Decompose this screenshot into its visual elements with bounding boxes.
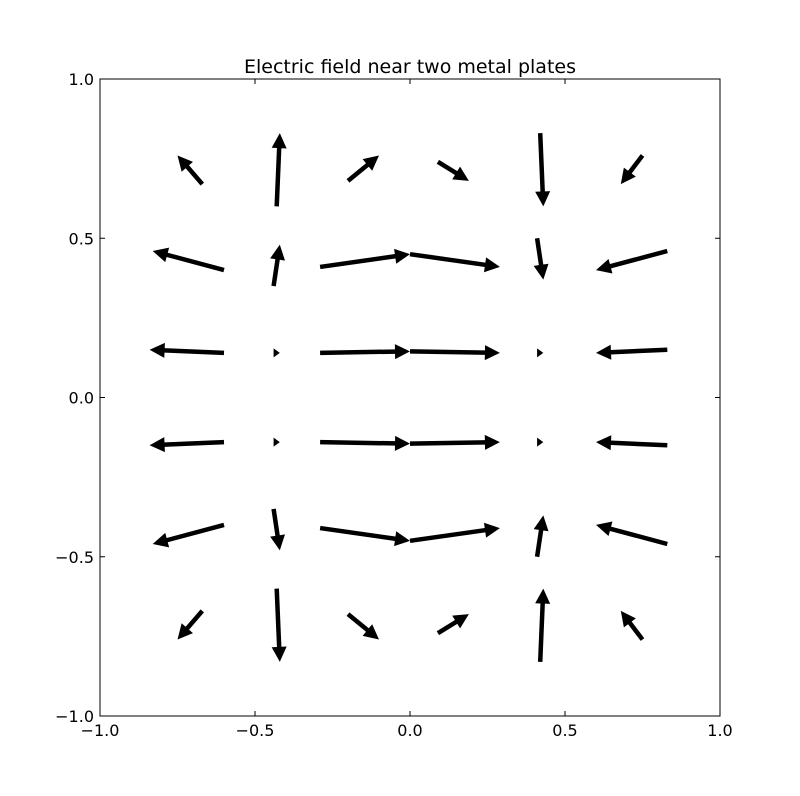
field-arrow <box>596 435 668 451</box>
x-tick-label: −1.0 <box>81 721 120 740</box>
field-arrow <box>537 437 544 447</box>
field-arrow <box>152 522 225 548</box>
x-tick-label: −0.5 <box>236 721 275 740</box>
y-tick-label: −1.0 <box>55 707 94 726</box>
y-tick-label: 1.0 <box>69 70 94 89</box>
field-arrow <box>271 133 287 207</box>
field-arrow <box>620 154 645 185</box>
field-arrow <box>152 247 225 273</box>
field-arrow <box>436 614 469 636</box>
field-arrow <box>320 344 410 360</box>
y-tick-label: 0.5 <box>69 229 94 248</box>
field-arrow <box>596 248 668 274</box>
field-arrow <box>537 348 544 358</box>
field-arrow <box>533 237 549 280</box>
field-arrow <box>596 521 668 547</box>
field-arrow <box>149 342 225 358</box>
field-arrow <box>149 437 225 453</box>
field-arrow <box>320 435 410 451</box>
field-arrow <box>271 588 287 662</box>
field-arrow <box>596 344 668 360</box>
field-arrow <box>409 345 500 361</box>
ticks-layer: −1.0 −0.5 0.0 0.5 1.0 −1.0 −0.5 0.0 0.5 1.0 <box>55 70 733 740</box>
x-tick-label: 1.0 <box>707 721 732 740</box>
field-arrow <box>273 348 280 358</box>
field-arrow <box>535 588 551 662</box>
field-arrow <box>409 434 500 450</box>
field-arrow <box>346 155 379 183</box>
x-tick-label: 0.5 <box>552 721 577 740</box>
field-arrow <box>533 515 549 558</box>
field-arrow <box>177 155 204 186</box>
field-arrow <box>409 522 500 544</box>
y-tick-label: −0.5 <box>55 548 94 567</box>
field-arrow <box>436 159 469 181</box>
field-arrow <box>535 133 551 207</box>
field-arrow <box>270 508 285 551</box>
field-arrow <box>319 525 410 547</box>
field-arrow <box>620 610 645 641</box>
field-arrow <box>273 437 280 447</box>
field-arrow <box>409 251 500 273</box>
x-tick-label: 0.0 <box>397 721 422 740</box>
y-tick-label: 0.0 <box>69 389 94 408</box>
chart-title: Electric field near two metal plates <box>244 56 576 78</box>
field-arrow <box>319 248 410 270</box>
field-arrow <box>270 244 285 287</box>
field-arrow <box>177 609 204 640</box>
field-arrow <box>346 612 379 640</box>
arrows-layer <box>149 133 668 662</box>
